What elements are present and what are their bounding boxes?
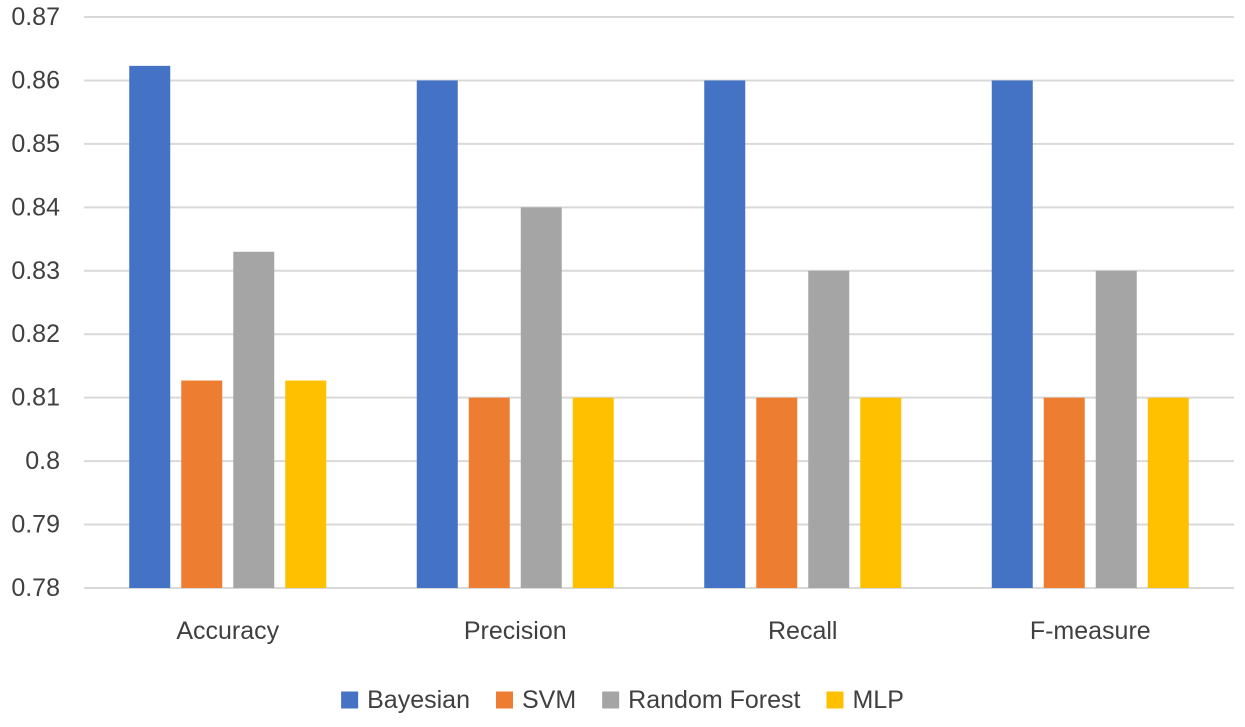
x-axis-ticks: Accuracy Precision Recall F-measure	[176, 617, 1150, 645]
y-tick-label: 0.84	[11, 193, 60, 221]
bars	[129, 65, 1189, 589]
bar-mlp-recall	[860, 397, 902, 588]
y-tick-label: 0.86	[11, 66, 60, 94]
y-tick-label: 0.82	[11, 320, 60, 348]
legend-label: MLP	[852, 686, 903, 714]
legend-swatch	[602, 691, 620, 709]
y-axis-ticks: 0.78 0.79 0.8 0.81 0.82 0.83 0.84 0.85 0.86 0.87	[11, 3, 60, 602]
bar-random-forest-accuracy	[233, 251, 275, 588]
bar-mlp-precision	[572, 397, 614, 588]
x-tick-label: Accuracy	[176, 617, 279, 645]
bar-svm-accuracy	[181, 380, 223, 588]
bar-bayesian-recall	[704, 80, 746, 588]
legend-item-random-forest[interactable]: Random Forest	[602, 686, 801, 714]
y-tick-label: 0.81	[11, 384, 60, 412]
legend-label: SVM	[522, 686, 576, 714]
bar-svm-recall	[756, 397, 798, 588]
x-tick-label: Recall	[768, 617, 837, 645]
bar-mlp-accuracy	[285, 380, 327, 588]
x-tick-label: F-measure	[1030, 617, 1151, 645]
bar-svm-f-measure	[1043, 397, 1085, 588]
legend-swatch	[495, 691, 513, 709]
legend-item-bayesian[interactable]: Bayesian	[341, 686, 470, 714]
bar-svm-precision	[468, 397, 510, 588]
bar-random-forest-f-measure	[1095, 270, 1137, 588]
x-tick-label: Precision	[464, 617, 567, 645]
bar-mlp-f-measure	[1147, 397, 1189, 588]
legend-swatch	[341, 691, 359, 709]
bar-bayesian-precision	[416, 80, 458, 588]
legend-label: Bayesian	[367, 686, 470, 714]
y-tick-label: 0.79	[11, 511, 60, 539]
legend-swatch	[826, 691, 844, 709]
legend-item-mlp[interactable]: MLP	[826, 686, 904, 714]
y-tick-label: 0.87	[11, 3, 60, 31]
bar-random-forest-recall	[808, 270, 850, 588]
bar-bayesian-f-measure	[991, 80, 1033, 588]
bar-random-forest-precision	[520, 207, 562, 589]
y-tick-label: 0.78	[11, 574, 60, 602]
legend-item-svm[interactable]: SVM	[495, 686, 576, 714]
legend[interactable]: Bayesian SVM Random Forest MLP	[341, 686, 904, 714]
y-tick-label: 0.85	[11, 130, 60, 158]
gridlines	[84, 16, 1234, 589]
y-tick-label: 0.83	[11, 257, 60, 285]
legend-label: Random Forest	[628, 686, 800, 714]
y-tick-label: 0.8	[25, 447, 60, 475]
bar-bayesian-accuracy	[129, 65, 171, 588]
